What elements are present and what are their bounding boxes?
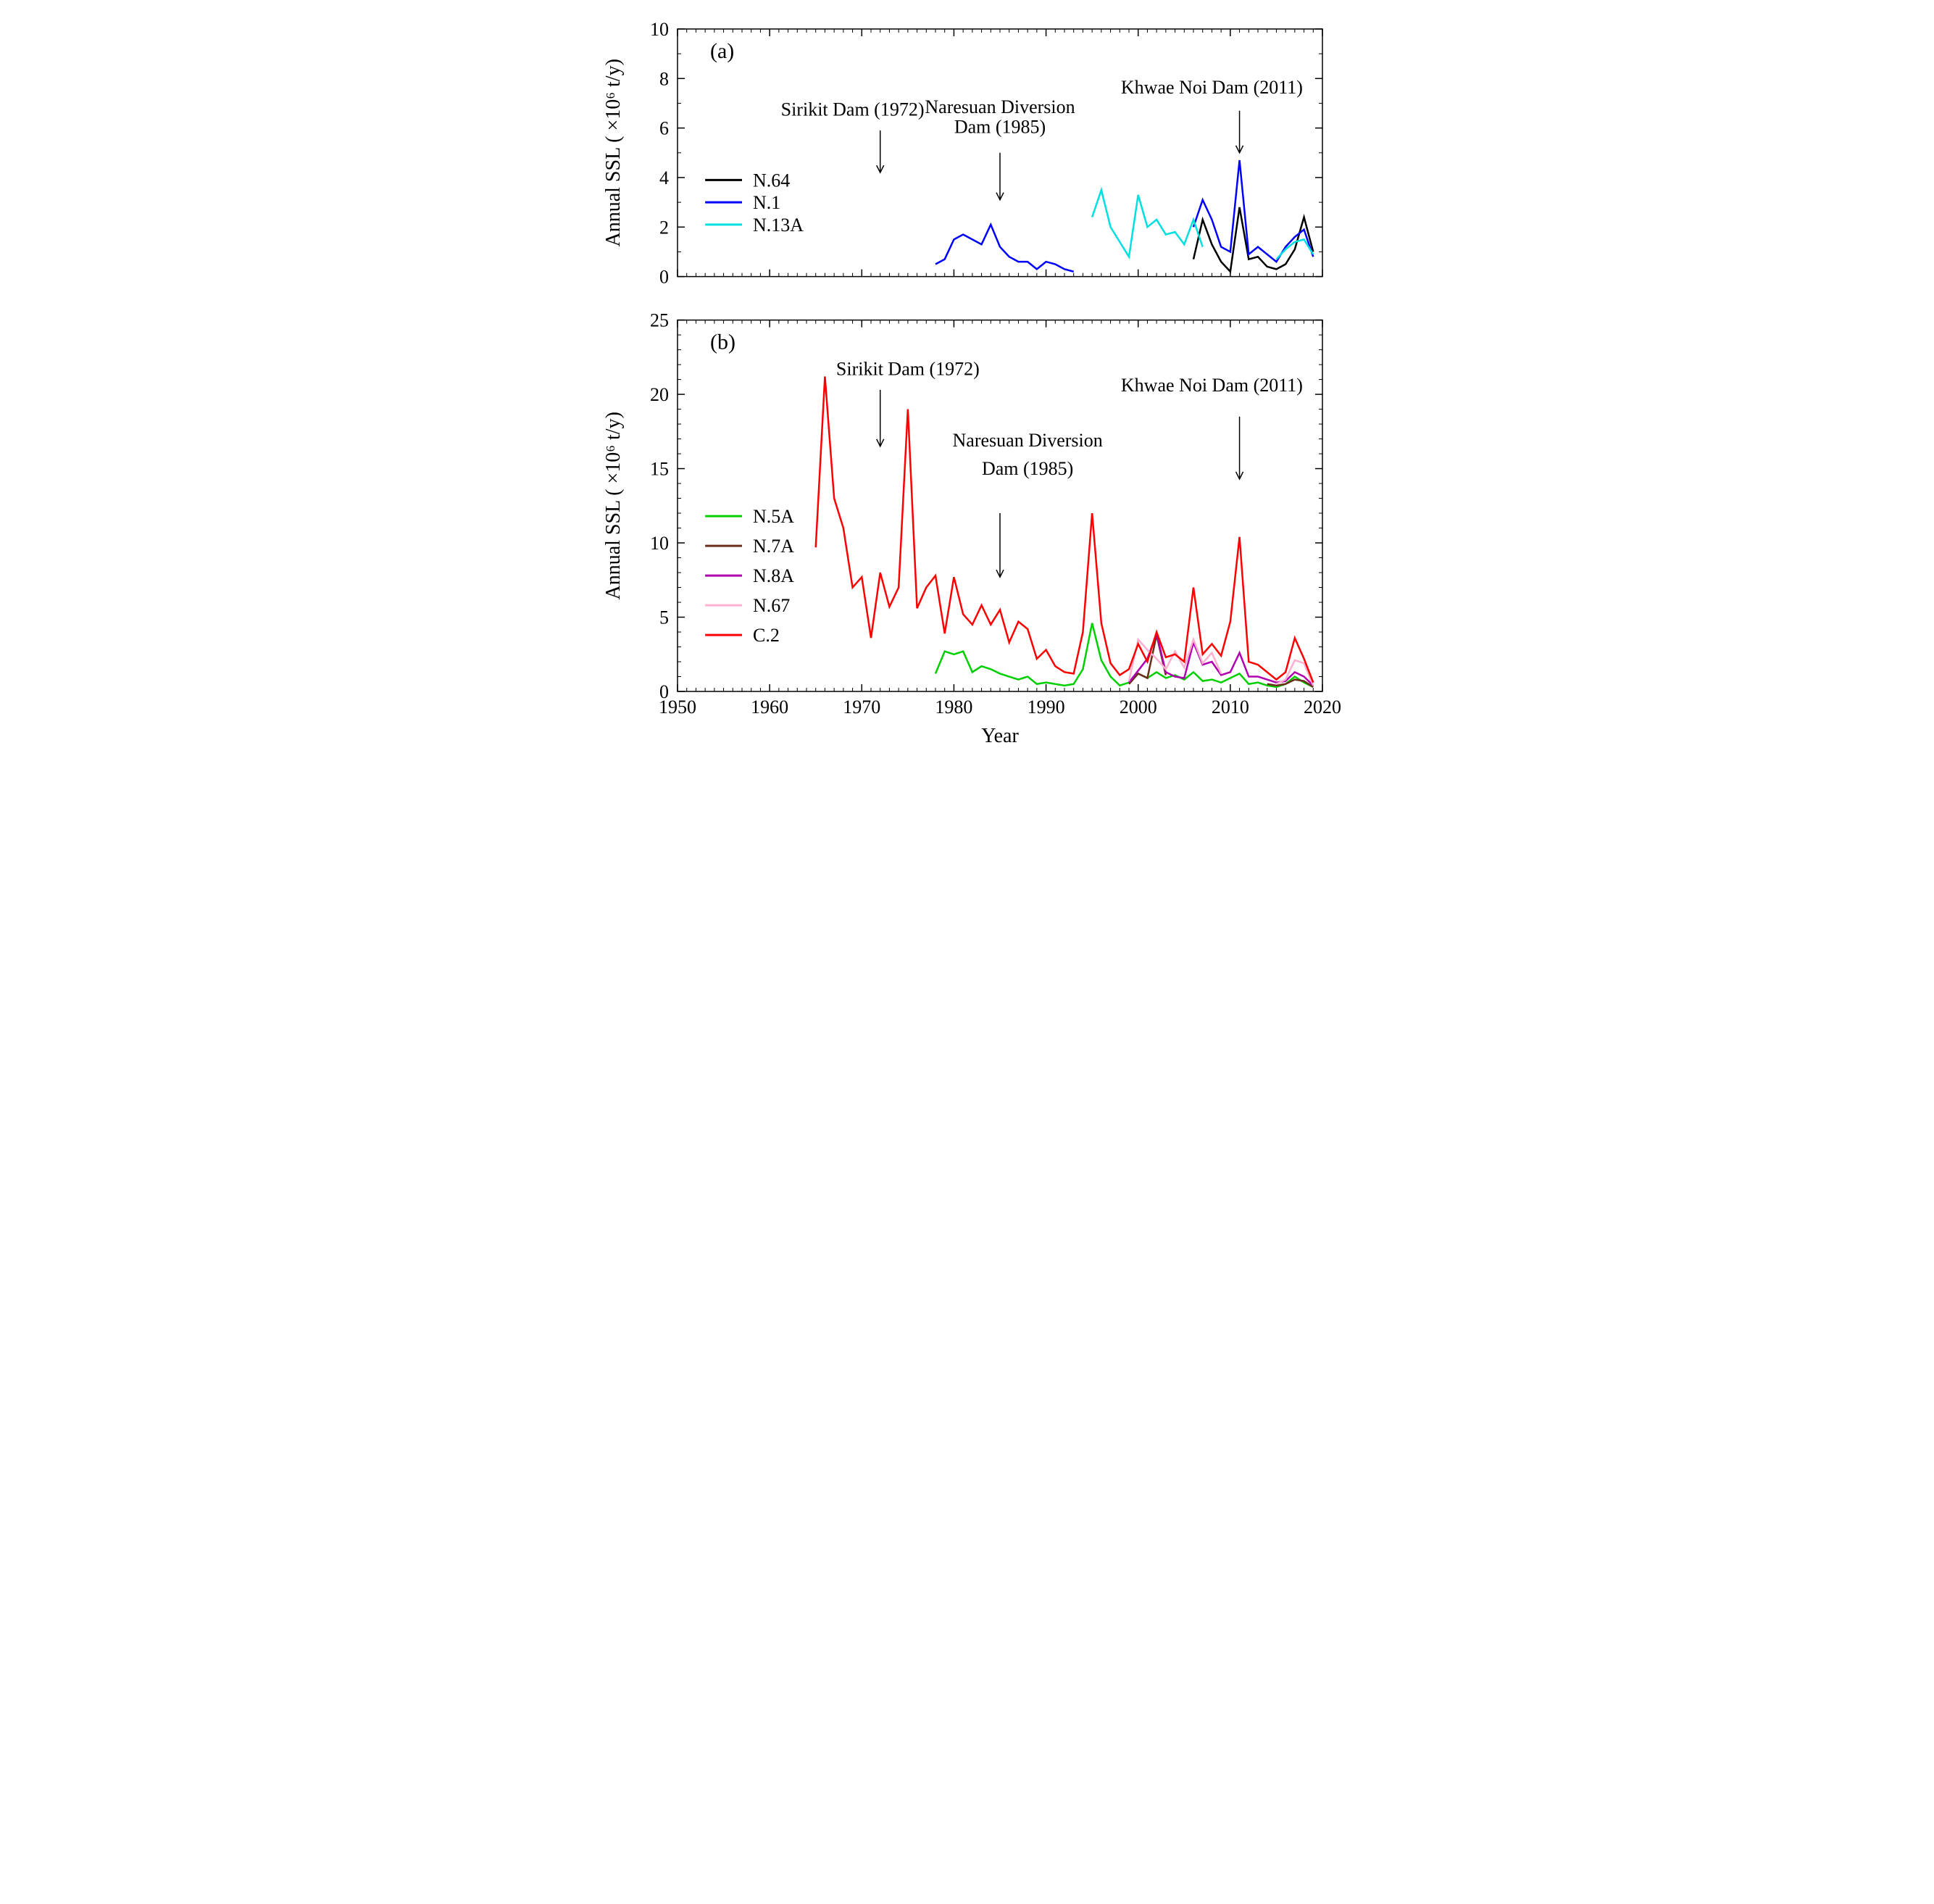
y-tick-label: 10 xyxy=(650,533,669,554)
x-tick-label: 2010 xyxy=(1211,697,1249,718)
legend-label: N.13A xyxy=(753,215,804,236)
annotation-text: Sirikit Dam (1972) xyxy=(780,99,924,120)
chart-container: 0 2 4 6 8 10 Annual SSL ( ×10⁶ t/y) (a) Sirikit … xyxy=(591,14,1344,757)
y-tick-label: 20 xyxy=(650,384,669,405)
series-N.13A xyxy=(1092,190,1203,257)
x-tick-label: 1960 xyxy=(751,697,788,718)
y-tick-label: 15 xyxy=(650,459,669,480)
annotation-text: Dam (1985) xyxy=(981,458,1072,479)
legend-label: N.64 xyxy=(753,170,790,191)
x-tick-label: 1980 xyxy=(935,697,972,718)
y-tick-label: 2 xyxy=(659,217,669,238)
x-axis-label: Year xyxy=(981,725,1019,747)
y-tick-label: 5 xyxy=(659,607,669,628)
legend-label: N.8A xyxy=(753,565,794,586)
legend-label: N.1 xyxy=(753,192,780,213)
y-tick-label: 4 xyxy=(659,167,669,188)
legend-label: N.5A xyxy=(753,506,794,527)
legend-label: C.2 xyxy=(753,625,780,646)
y-tick-label: 0 xyxy=(659,267,669,288)
series-C.2 xyxy=(815,376,1313,682)
annotation-text: Naresuan Diversion xyxy=(952,430,1102,451)
legend-label: N.67 xyxy=(753,595,790,616)
y-tick-label: 6 xyxy=(659,118,669,139)
x-tick-label: 2020 xyxy=(1304,697,1341,718)
series-N.1 xyxy=(935,225,1074,272)
legend-label: N.7A xyxy=(753,536,794,557)
y-tick-label: 10 xyxy=(650,19,669,40)
y-tick-label: 8 xyxy=(659,68,669,89)
y-axis-label: Annual SSL ( ×10⁶ t/y) xyxy=(602,59,625,246)
y-axis-label: Annual SSL ( ×10⁶ t/y) xyxy=(602,412,625,599)
x-tick-label: 1990 xyxy=(1027,697,1064,718)
y-tick-label: 0 xyxy=(659,681,669,702)
annotation-text: Sirikit Dam (1972) xyxy=(835,358,979,379)
dual-panel-chart: 0 2 4 6 8 10 Annual SSL ( ×10⁶ t/y) (a) Sirikit … xyxy=(591,14,1344,757)
annotation-text: Naresuan Diversion xyxy=(925,96,1075,117)
y-tick-label: 25 xyxy=(650,310,669,331)
panel-label: (a) xyxy=(710,39,734,63)
x-tick-label: 1970 xyxy=(843,697,880,718)
annotation-text: Khwae Noi Dam (2011) xyxy=(1120,375,1302,396)
annotation-text: Khwae Noi Dam (2011) xyxy=(1120,77,1302,98)
x-tick-label: 2000 xyxy=(1119,697,1156,718)
panel-label: (b) xyxy=(710,331,735,354)
annotation-text: Dam (1985) xyxy=(954,116,1045,137)
